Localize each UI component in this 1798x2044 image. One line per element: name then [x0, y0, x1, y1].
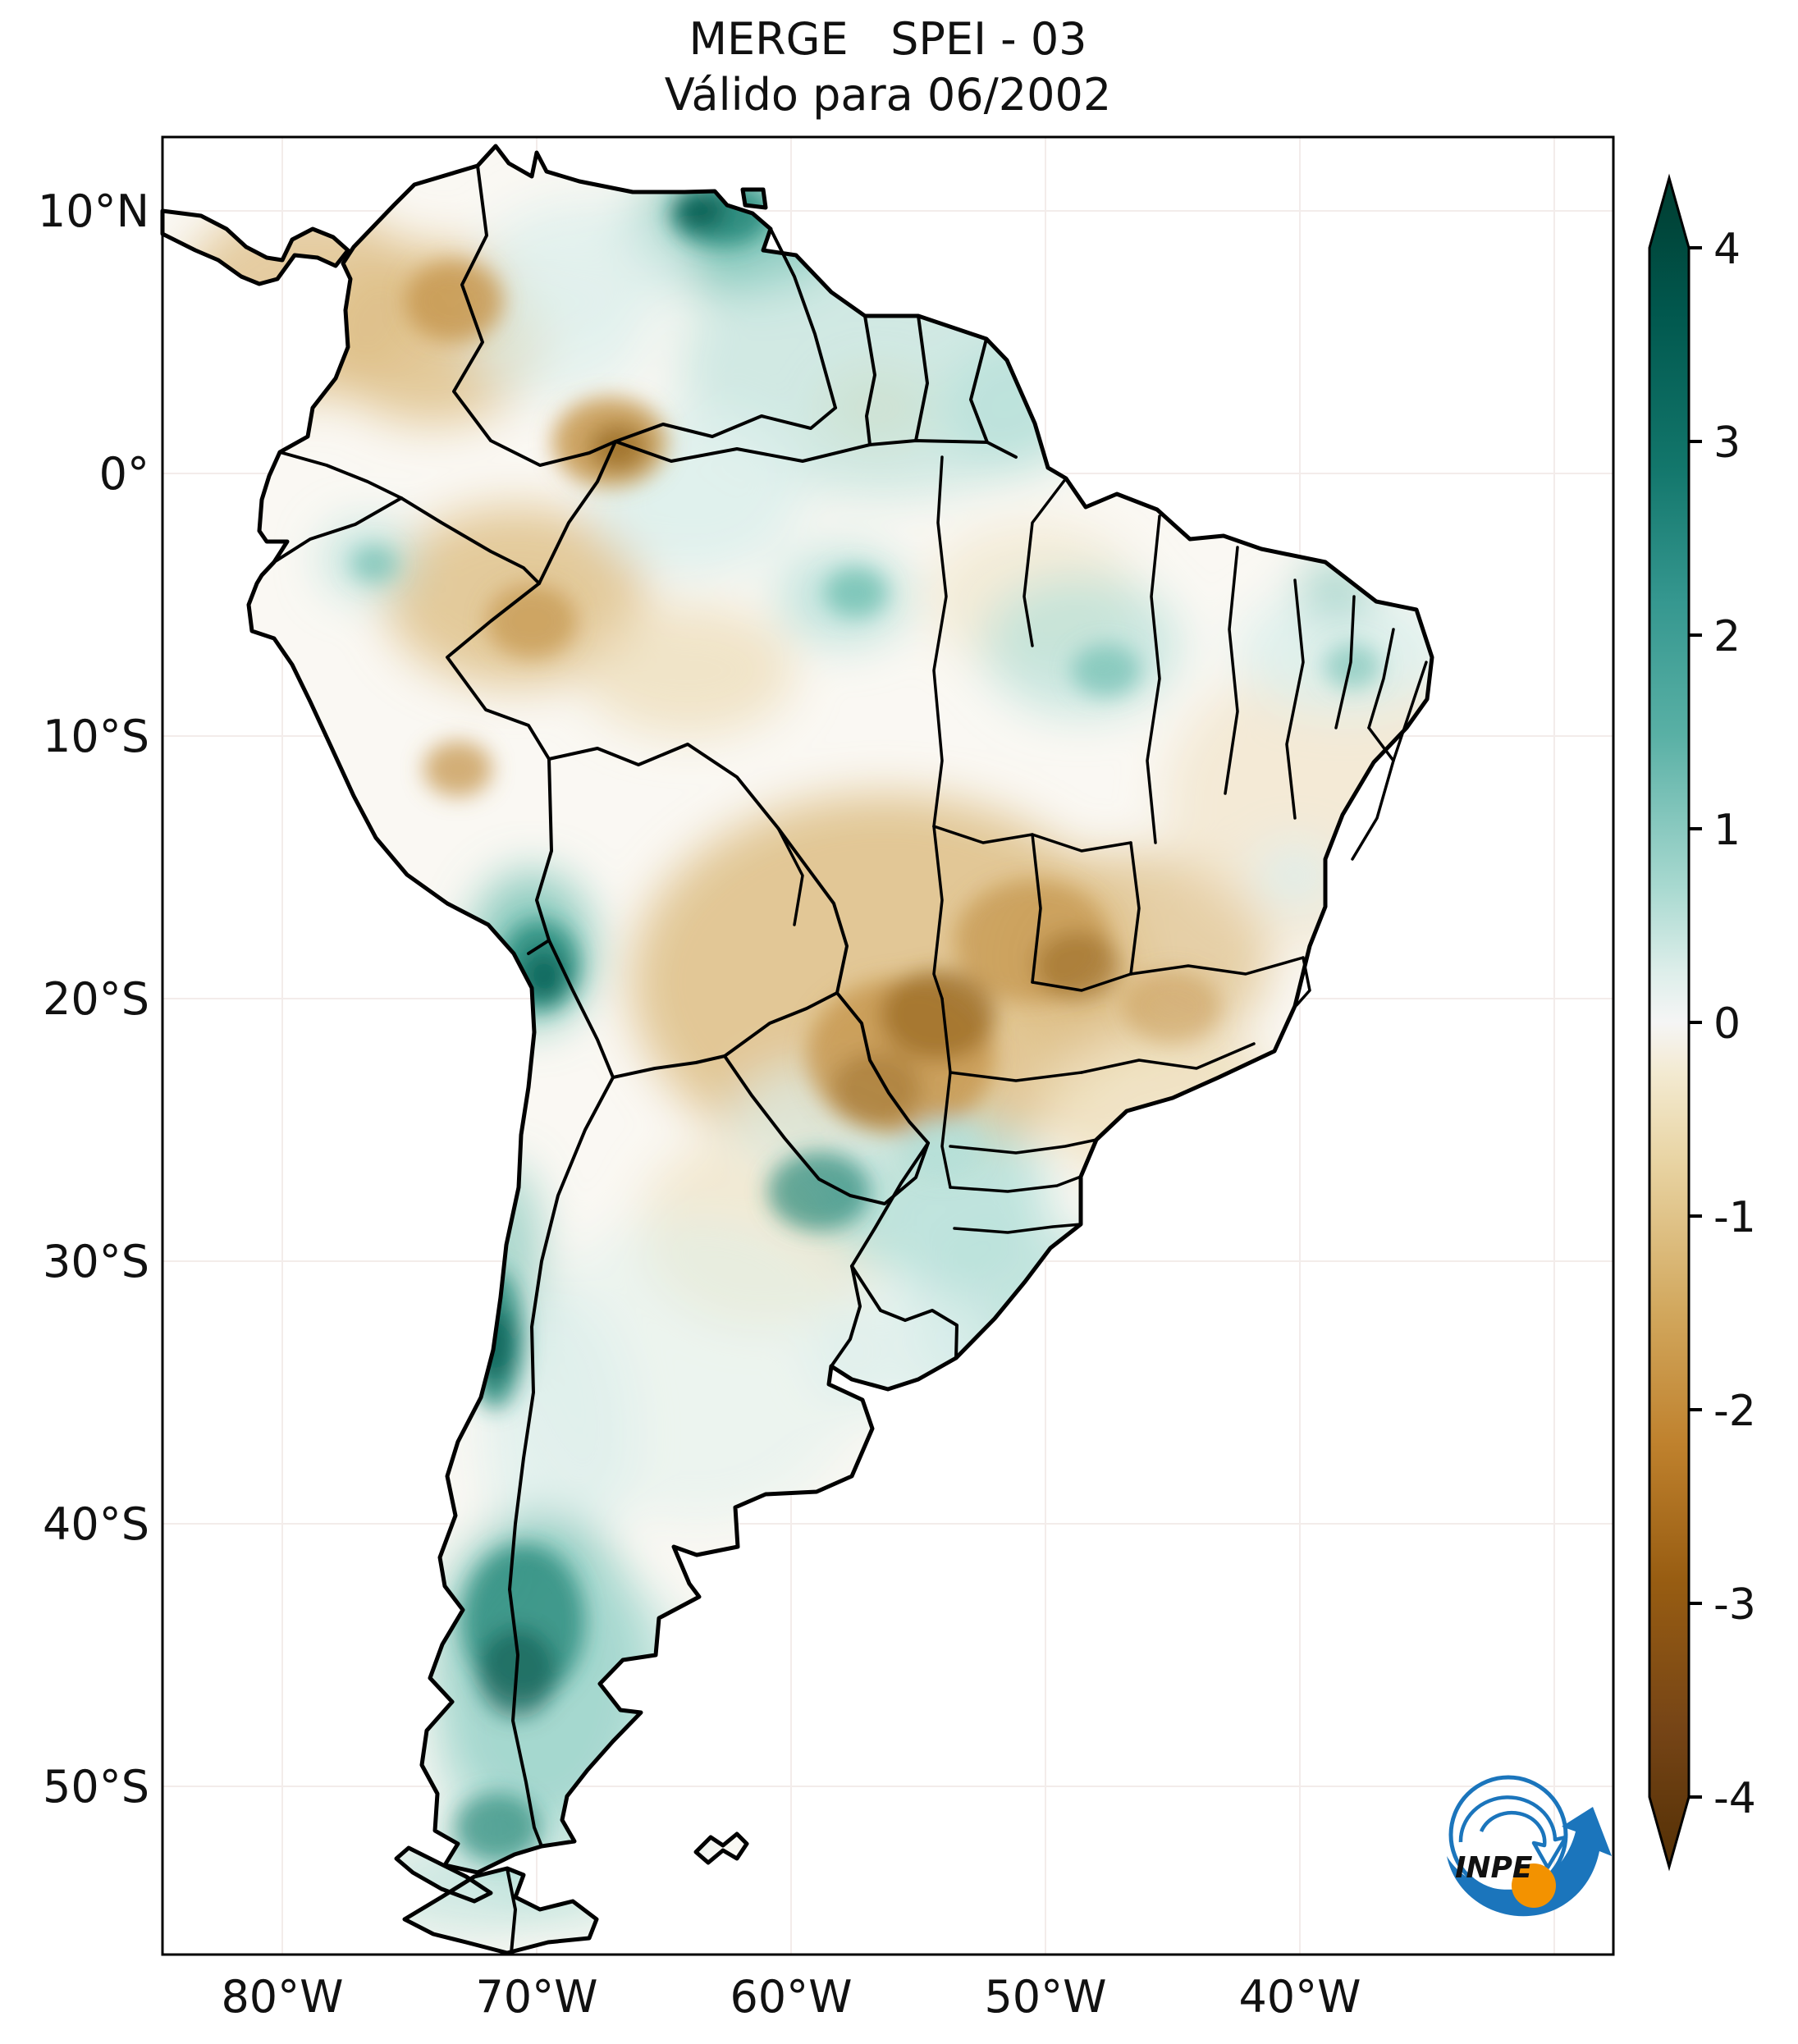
country-borders — [272, 164, 1018, 1955]
inpe-logo-spiral-arrow — [1458, 1795, 1568, 1870]
page-subtitle: Válido para 06/2002 — [665, 69, 1111, 121]
inpe-logo-text: INPE — [1455, 1851, 1533, 1885]
inpe-logo: INPE — [1447, 1775, 1612, 1917]
x-tick-label: 40°W — [1238, 1971, 1361, 2023]
y-tick-label: 30°S — [43, 1236, 149, 1287]
x-tick-label: 60°W — [730, 1971, 852, 2023]
y-tick-label: 0° — [99, 448, 149, 500]
colorbar-tick-label: 0 — [1713, 999, 1741, 1049]
colorbar-tick-marks — [1689, 246, 1702, 1799]
x-tick-label: 50°W — [984, 1971, 1106, 2023]
y-tick-label: 10°S — [43, 711, 149, 762]
x-tick-label: 80°W — [221, 1971, 343, 2023]
y-tick-label: 10°N — [38, 185, 149, 237]
colorbar-tick-label: 4 — [1713, 225, 1741, 274]
y-tick-label: 50°S — [43, 1761, 149, 1813]
x-axis: 80°W 70°W 60°W 50°W 40°W — [221, 1971, 1361, 2023]
state-borders — [776, 455, 1428, 1234]
inpe-logo-swoosh — [1447, 1807, 1612, 1917]
colorbar: 4 3 2 1 0 -1 -2 -3 -4 — [1648, 173, 1756, 1872]
y-tick-label: 20°S — [43, 973, 149, 1025]
colorbar-tick-label: -4 — [1713, 1774, 1756, 1823]
colorbar-tick-label: -1 — [1713, 1193, 1756, 1242]
colorbar-tick-label: 2 — [1713, 612, 1741, 661]
y-axis: 10°N 0° 10°S 20°S 30°S 40°S 50°S — [38, 185, 149, 1813]
inpe-logo-orange-ball — [1512, 1863, 1556, 1908]
colorbar-tick-label: 1 — [1713, 806, 1741, 855]
colorbar-tick-label: -3 — [1713, 1580, 1756, 1630]
map-frame — [161, 135, 1615, 1956]
y-tick-label: 40°S — [43, 1498, 149, 1550]
colorbar-gradient — [1648, 173, 1690, 1872]
colorbar-labels: 4 3 2 1 0 -1 -2 -3 -4 — [1713, 225, 1756, 1823]
colorbar-tick-label: -2 — [1713, 1387, 1756, 1436]
page-title: MERGE SPEI - 03 — [689, 13, 1087, 65]
coastline — [160, 144, 1434, 1955]
colorbar-tick-label: 3 — [1713, 418, 1741, 468]
x-tick-label: 70°W — [475, 1971, 597, 2023]
